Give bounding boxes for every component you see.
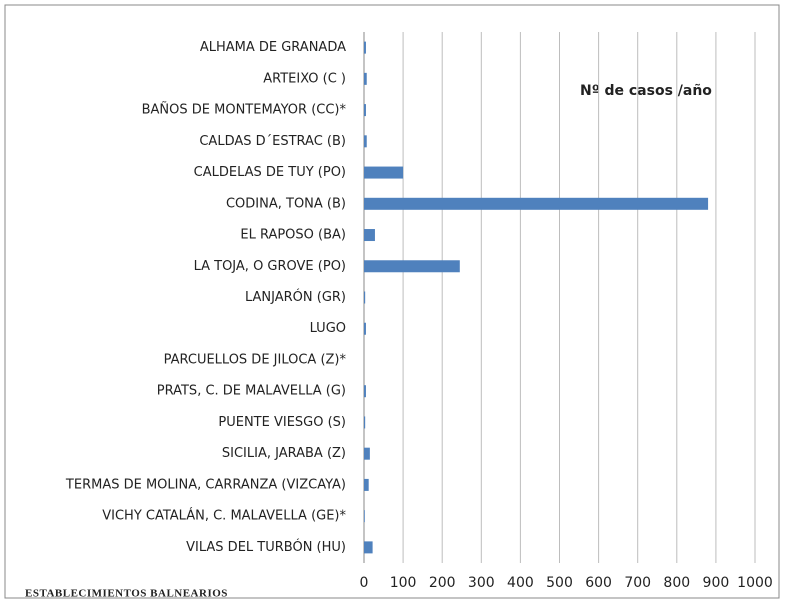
y-tick-label: BAÑOS DE MONTEMAYOR (CC)* <box>142 102 347 118</box>
y-tick-label: LA TOJA, O GROVE (PO) <box>194 259 346 274</box>
x-tick-label: 700 <box>624 575 651 591</box>
bar <box>364 447 370 460</box>
bar <box>364 385 366 398</box>
y-tick-label: CALDELAS DE TUY (PO) <box>194 165 346 180</box>
y-tick-label: VICHY CATALÁN, C. MALAVELLA (GE)* <box>102 508 346 524</box>
x-tick-label: 900 <box>703 575 730 591</box>
bar <box>364 197 709 210</box>
x-tick-label: 1000 <box>737 575 773 591</box>
y-tick-label: LUGO <box>310 321 346 336</box>
bar <box>364 510 365 523</box>
y-tick-label: CODINA, TONA (B) <box>226 196 346 211</box>
x-tick-label: 600 <box>585 575 612 591</box>
bar <box>364 229 375 242</box>
x-tick-label: 200 <box>429 575 456 591</box>
x-tick-label: 400 <box>507 575 534 591</box>
x-tick-label: 800 <box>663 575 690 591</box>
bar <box>364 41 366 54</box>
y-tick-label: LANJARÓN (GR) <box>245 289 346 305</box>
y-tick-label: TERMAS DE MOLINA, CARRANZA (VIZCAYA) <box>65 477 346 492</box>
bar <box>364 166 404 179</box>
x-tick-label: 100 <box>390 575 417 591</box>
x-tick-label: 300 <box>468 575 495 591</box>
y-tick-label: ARTEIXO (C ) <box>263 71 346 86</box>
bar <box>364 541 373 554</box>
y-tick-label: PRATS, C. DE MALAVELLA (G) <box>157 384 346 399</box>
bar <box>364 135 367 148</box>
axis-label: ESTABLECIMIENTOS BALNEARIOS <box>25 588 228 600</box>
bar <box>364 72 367 85</box>
y-tick-label: VILAS DEL TURBÓN (HU) <box>186 539 346 555</box>
bar <box>364 416 366 429</box>
y-tick-label: CALDAS D´ESTRAC (B) <box>199 134 346 149</box>
bar <box>364 291 366 304</box>
bar <box>364 478 369 491</box>
x-tick-label: 500 <box>546 575 573 591</box>
bar <box>364 322 366 335</box>
y-tick-label: PUENTE VIESGO (S) <box>218 415 346 430</box>
y-tick-label: SICILIA, JARABA (Z) <box>222 446 346 461</box>
y-tick-label: ALHAMA DE GRANADA <box>200 40 346 55</box>
y-tick-label: EL RAPOSO (BA) <box>240 228 346 243</box>
chart-title: Nº de casos /año <box>580 83 712 99</box>
chart-border <box>4 4 780 599</box>
y-tick-label: PARCUELLOS DE JILOCA (Z)* <box>164 352 347 367</box>
x-tick-label: 0 <box>360 575 369 591</box>
bar <box>364 104 366 117</box>
bar <box>364 260 460 273</box>
